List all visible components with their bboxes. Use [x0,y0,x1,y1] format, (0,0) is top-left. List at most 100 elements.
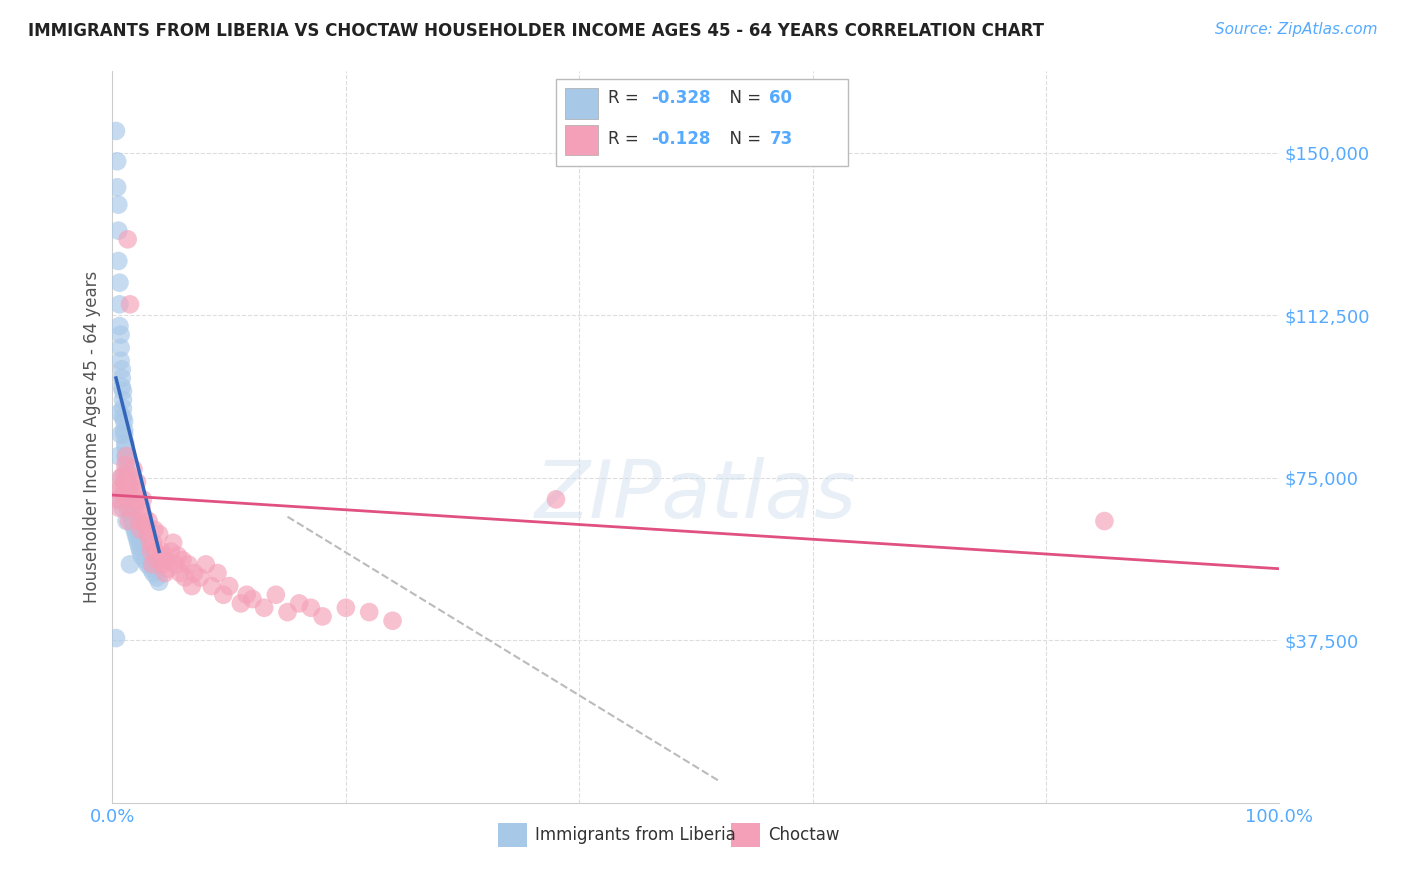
Point [112,414,135,428]
Point [111,380,134,394]
Point [104,124,127,138]
Point [110,427,132,442]
Point [111,488,134,502]
Point [136,558,159,572]
Point [127,535,149,549]
Bar [565,125,598,155]
Point [118,492,141,507]
Point [165,558,187,572]
Point [148,527,170,541]
Point [172,553,194,567]
Point [134,518,156,533]
Point [108,406,131,420]
Point [148,574,170,589]
Point [276,605,298,619]
Point [118,488,141,502]
Point [146,570,169,584]
Point [311,609,333,624]
Point [166,549,188,563]
Point [139,544,162,558]
Point [139,562,162,576]
Point [122,518,145,533]
Point [114,449,136,463]
Point [118,297,141,311]
Point [207,566,229,580]
Point [111,479,134,493]
Point [1094,514,1116,528]
Text: R =: R = [609,88,644,107]
Point [162,535,184,549]
Point [132,509,155,524]
Point [115,462,138,476]
Point [299,600,322,615]
Point [111,471,134,485]
Point [253,600,276,615]
Point [155,553,177,567]
Point [177,558,200,572]
Point [112,467,135,481]
Point [115,453,138,467]
Point [111,384,134,398]
Point [169,566,191,580]
Point [107,197,129,211]
Point [125,532,148,546]
Point [150,544,173,558]
Point [118,501,141,516]
Point [242,592,264,607]
Point [157,562,180,576]
Point [131,549,153,563]
Point [110,327,132,342]
Bar [498,823,527,847]
Point [122,462,145,476]
Point [118,514,141,528]
Point [229,596,252,610]
Point [183,566,205,580]
Point [131,501,153,516]
Point [180,579,202,593]
Point [152,558,174,572]
Point [335,600,357,615]
Point [201,579,224,593]
Point [194,558,217,572]
Point [112,423,135,437]
Point [108,297,131,311]
Point [128,514,150,528]
Point [212,588,235,602]
Point [138,514,160,528]
Text: Choctaw: Choctaw [768,826,839,844]
Point [121,514,143,528]
Point [117,501,139,516]
FancyBboxPatch shape [555,78,848,167]
Bar [565,88,598,119]
Text: R =: R = [609,129,644,148]
Point [107,449,129,463]
Point [112,483,135,498]
Point [173,570,195,584]
Point [114,458,136,472]
Point [145,544,167,558]
Point [110,353,132,368]
Point [105,492,128,507]
Point [128,540,150,554]
Point [129,523,152,537]
Point [142,566,165,580]
Point [120,505,142,519]
Point [120,479,142,493]
Text: N =: N = [720,129,766,148]
Point [141,558,163,572]
Point [117,467,139,481]
Point [112,475,135,489]
Point [105,492,128,507]
Point [107,483,129,498]
Y-axis label: Householder Income Ages 45 - 64 years: Householder Income Ages 45 - 64 years [83,271,101,603]
Point [125,527,148,541]
Point [153,549,176,563]
Bar [731,823,761,847]
Point [110,341,132,355]
Point [105,154,128,169]
Point [359,605,381,619]
Text: 73: 73 [769,129,793,148]
Text: Source: ZipAtlas.com: Source: ZipAtlas.com [1215,22,1378,37]
Point [142,535,165,549]
Point [136,527,159,541]
